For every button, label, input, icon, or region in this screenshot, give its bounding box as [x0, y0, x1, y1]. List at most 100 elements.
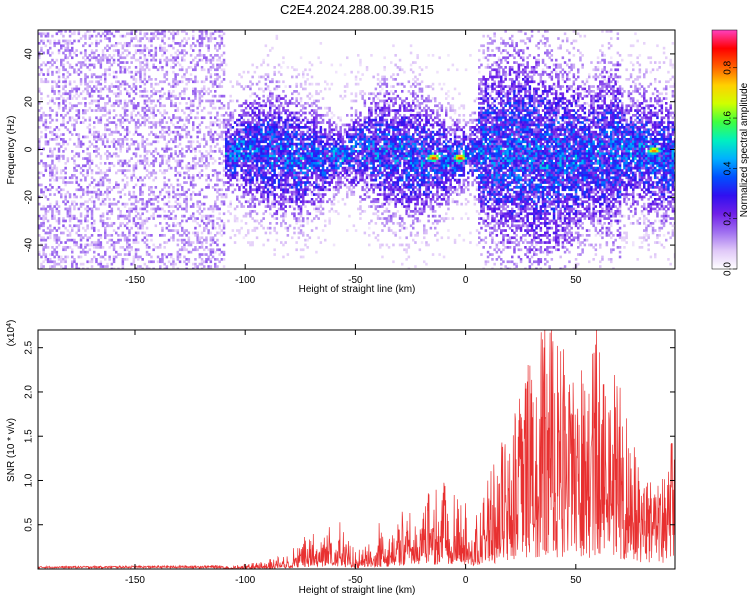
- heatmap-cell: [57, 102, 61, 105]
- heatmap-cell: [293, 159, 296, 163]
- heatmap-cell: [150, 126, 153, 129]
- heatmap-cell: [211, 123, 215, 127]
- heatmap-cell: [231, 133, 235, 136]
- heatmap-cell: [236, 171, 239, 175]
- heatmap-cell: [189, 135, 193, 139]
- heatmap-cell: [251, 241, 254, 244]
- heatmap-cell: [189, 150, 193, 153]
- heatmap-cell: [172, 123, 175, 127]
- heatmap-cell: [66, 214, 70, 218]
- heatmap-cell: [156, 109, 160, 112]
- heatmap-cell: [152, 56, 155, 60]
- heatmap-cell: [264, 181, 268, 184]
- heatmap-cell: [319, 210, 323, 213]
- heatmap-cell: [53, 61, 56, 64]
- heatmap-cell: [302, 188, 305, 192]
- heatmap-cell: [134, 104, 138, 108]
- heatmap-cell: [139, 78, 142, 81]
- heatmap-cell: [332, 162, 336, 165]
- heatmap-cell: [297, 138, 301, 141]
- heatmap-cell: [317, 207, 320, 211]
- heatmap-cell: [110, 234, 114, 237]
- heatmap-cell: [49, 166, 52, 170]
- heatmap-cell: [82, 267, 85, 269]
- heatmap-cell: [121, 178, 125, 182]
- heatmap-cell: [277, 111, 281, 115]
- heatmap-cell: [196, 39, 199, 43]
- heatmap-cell: [297, 231, 301, 235]
- heatmap-cell: [209, 39, 213, 43]
- heatmap-cell: [97, 133, 100, 136]
- heatmap-cell: [313, 140, 316, 144]
- heatmap-cell: [330, 142, 334, 146]
- heatmap-cell: [60, 176, 63, 180]
- heatmap-cell: [165, 49, 169, 52]
- heatmap-cell: [288, 99, 292, 103]
- heatmap-cell: [163, 262, 166, 266]
- heatmap-cell: [174, 217, 177, 220]
- heatmap-cell: [126, 183, 129, 187]
- heatmap-cell: [236, 164, 239, 168]
- heatmap-cell: [134, 126, 138, 129]
- heatmap-cell: [64, 30, 67, 33]
- heatmap-cell: [93, 56, 96, 60]
- heatmap-cell: [200, 90, 204, 93]
- heatmap-cell: [181, 147, 184, 151]
- heatmap-cell: [108, 128, 111, 132]
- heatmap-cell: [266, 157, 270, 160]
- heatmap-cell: [53, 248, 56, 252]
- heatmap-cell: [240, 147, 243, 151]
- heatmap-cell: [258, 174, 261, 177]
- heatmap-cell: [253, 183, 257, 187]
- heatmap-cell: [269, 140, 272, 144]
- heatmap-cell: [310, 166, 314, 170]
- heatmap-cell: [229, 145, 232, 148]
- heatmap-cell: [141, 116, 144, 120]
- heatmap-cell: [236, 138, 239, 141]
- heatmap-cell: [299, 99, 303, 103]
- heatmap-cell: [121, 260, 125, 264]
- heatmap-cell: [293, 178, 296, 182]
- heatmap-cell: [42, 114, 45, 117]
- heatmap-cell: [310, 174, 314, 177]
- heatmap-cell: [207, 217, 210, 220]
- heatmap-cell: [249, 157, 252, 160]
- heatmap-cell: [251, 157, 254, 160]
- heatmap-cell: [117, 142, 120, 146]
- heatmap-cell: [126, 61, 129, 64]
- heatmap-cell: [126, 82, 129, 86]
- heatmap-cell: [97, 61, 100, 64]
- heatmap-cell: [167, 217, 171, 220]
- heatmap-cell: [53, 44, 56, 48]
- heatmap-cell: [249, 130, 252, 134]
- heatmap-cell: [233, 169, 237, 172]
- heatmap-cell: [225, 133, 228, 136]
- heatmap-cell: [97, 181, 100, 184]
- heatmap-cell: [335, 162, 338, 165]
- heatmap-cell: [139, 190, 142, 194]
- heatmap-cell: [242, 186, 246, 189]
- heatmap-cell: [275, 176, 279, 180]
- heatmap-cell: [315, 104, 318, 108]
- heatmap-cell: [251, 111, 254, 115]
- heatmap-cell: [310, 147, 314, 151]
- heatmap-cell: [123, 114, 127, 117]
- heatmap-cell: [57, 238, 61, 242]
- heatmap-cell: [321, 171, 325, 175]
- heatmap-cell: [240, 195, 243, 199]
- heatmap-cell: [315, 210, 318, 213]
- heatmap-cell: [321, 140, 325, 144]
- heatmap-cell: [275, 162, 279, 165]
- heatmap-cell: [315, 130, 318, 134]
- heatmap-cell: [88, 145, 92, 148]
- heatmap-cell: [163, 138, 166, 141]
- heatmap-cell: [93, 51, 96, 55]
- heatmap-cell: [73, 32, 76, 36]
- heatmap-cell: [106, 56, 109, 60]
- heatmap-cell: [295, 157, 298, 160]
- heatmap-cell: [119, 147, 122, 151]
- heatmap-cell: [205, 226, 208, 230]
- heatmap-cell: [139, 217, 142, 220]
- heatmap-cell: [299, 82, 303, 86]
- heatmap-cell: [207, 46, 210, 50]
